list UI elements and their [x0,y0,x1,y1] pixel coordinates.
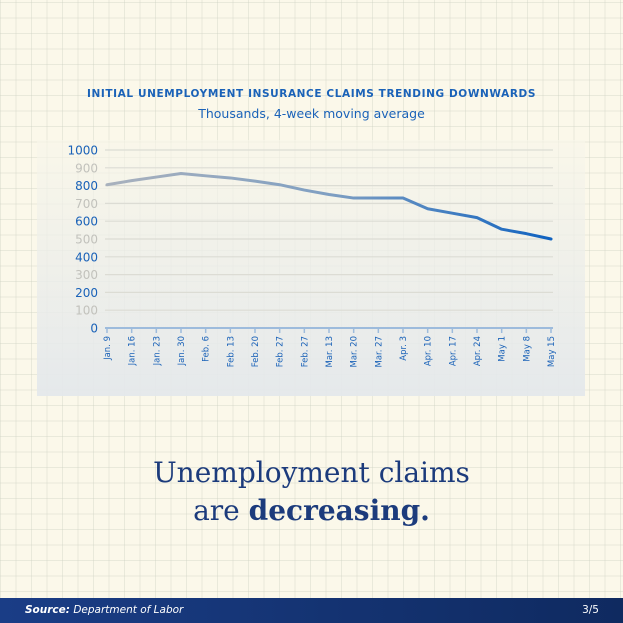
x-tick-label: Feb. 27 [276,336,286,367]
x-tick-label: Apr. 24 [473,336,483,366]
x-tick-label: Mar. 13 [325,336,335,367]
x-tick-label: Apr. 3 [399,336,409,361]
line-chart: 0 100 200 300 400 500 600 700 800 900 1000 Jan. 9 Ja… [67,144,557,368]
headline-prefix: are [193,494,249,527]
headline-line1: Unemployment claims [153,456,470,489]
y-tick-label: 100 [75,304,98,318]
x-tick-label: May 8 [522,336,532,362]
claims-series-line [105,171,553,241]
source-label: Source: [25,604,70,616]
y-tick-label: 800 [75,179,98,193]
x-tick-label: Mar. 20 [350,336,360,367]
y-tick-label: 500 [75,233,98,247]
y-tick-label: 200 [75,286,98,300]
x-tick-label: May 15 [547,336,557,367]
source-text: Source: Department of Labor [25,604,183,616]
x-tick-label: Feb. 20 [251,336,261,367]
x-tick-label: Jan. 23 [152,336,162,366]
y-tick-label: 400 [75,250,98,264]
page-indicator: 3/5 [582,604,599,616]
footer-bar: Source: Department of Labor 3/5 [0,598,623,623]
x-tick-label: Mar. 27 [374,336,384,367]
x-tick-label: Jan. 16 [128,336,138,366]
y-tick-label: 1000 [67,144,98,158]
y-tick-label: 300 [75,268,98,282]
headline-emphasis: decreasing. [248,494,430,527]
chart-panel: 0 100 200 300 400 500 600 700 800 900 1000 Jan. 9 Ja… [37,140,585,396]
x-tick-label: Feb. 13 [226,336,236,367]
source-name: Department of Labor [69,604,184,616]
y-tick-label: 900 [75,161,98,175]
x-tick-label: Feb. 27 [300,336,310,367]
x-tick-label: Jan. 9 [103,336,113,361]
y-tick-label: 600 [75,215,98,229]
headline: Unemployment claims are decreasing. [0,454,623,530]
x-tick-label: Jan. 30 [177,336,187,366]
x-tick-label: Apr. 17 [448,336,458,366]
chart-subtitle: Thousands, 4-week moving average [198,106,425,121]
x-tick-label: Apr. 10 [424,336,434,366]
y-tick-label: 0 [90,322,98,336]
x-tick-label: May 1 [498,336,508,362]
chart-title: INITIAL UNEMPLOYMENT INSURANCE CLAIMS TR… [87,88,536,100]
y-tick-label: 700 [75,197,98,211]
headline-line2: are decreasing. [0,492,623,530]
x-tick-label: Feb. 6 [202,336,212,362]
